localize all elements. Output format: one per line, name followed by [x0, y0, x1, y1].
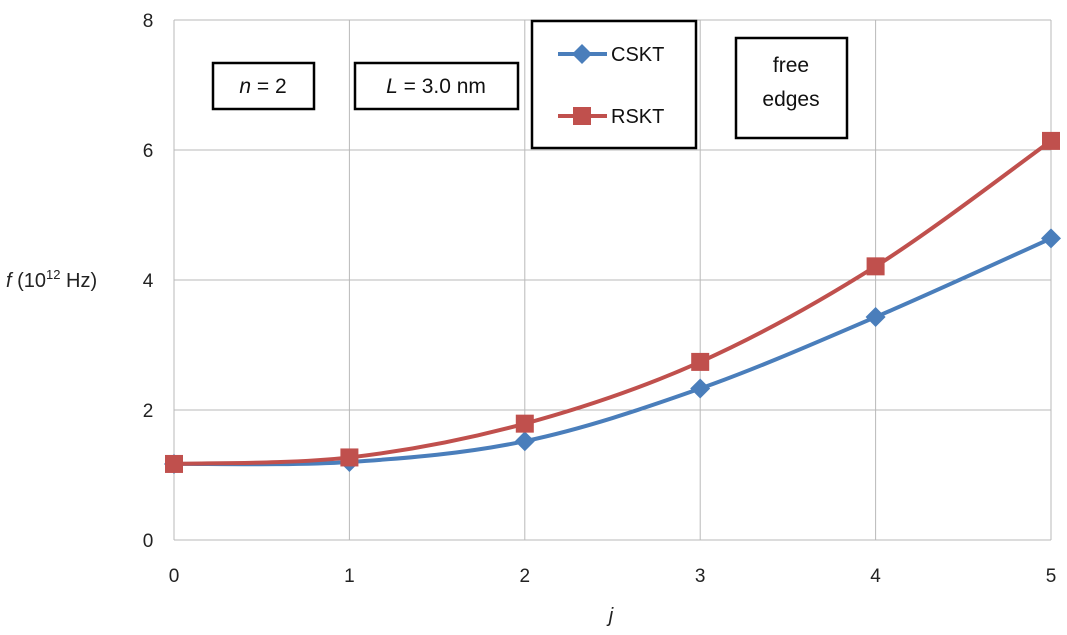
legend-label-cskt: CSKT: [611, 44, 664, 66]
y-tick-label: 6: [143, 141, 154, 162]
data-point-rskt: [165, 454, 183, 473]
annotation-length-box: [353, 61, 520, 111]
x-tick-label: 2: [520, 566, 531, 587]
annotation-n: n = 2: [211, 61, 316, 111]
x-tick-label: 1: [344, 566, 355, 587]
legend-box: [530, 19, 698, 150]
y-tick-label: 8: [143, 11, 154, 32]
data-point-cskt: [865, 307, 886, 328]
legend-label-rskt: RSKT: [611, 106, 664, 128]
y-tick-label: 4: [143, 271, 154, 292]
x-tick-label: 3: [695, 566, 706, 587]
x-tick-label: 5: [1046, 566, 1057, 587]
data-point-rskt: [691, 352, 710, 371]
annotation-edges: free edges: [734, 36, 849, 140]
data-point-cskt: [1041, 228, 1061, 249]
x-axis-title: j: [606, 605, 614, 627]
legend-marker-rskt: [573, 107, 591, 125]
data-point-rskt: [1042, 131, 1060, 150]
y-tick-label: 0: [143, 531, 154, 552]
data-point-rskt: [340, 448, 359, 467]
series-cskt: [164, 228, 1061, 474]
series-line-cskt: [173, 236, 1052, 467]
data-point-cskt: [514, 431, 535, 452]
annotation-n-box: [211, 61, 316, 111]
annotation-length-text: L = 3.0 nm: [386, 75, 486, 98]
data-point-rskt: [866, 257, 885, 276]
legend-marker-cskt: [572, 44, 592, 64]
series-line-rskt: [173, 139, 1053, 466]
series-rskt: [165, 131, 1060, 473]
data-point-cskt: [690, 378, 711, 399]
x-tick-label: 0: [169, 566, 180, 587]
annotation-n-text: n = 2: [239, 75, 286, 98]
y-tick-label: 2: [143, 401, 154, 422]
annotation-length: L = 3.0 nm: [353, 61, 520, 111]
annotation-edges-line1: free: [773, 54, 809, 77]
annotation-edges-box: [734, 36, 849, 140]
legend-item-rskt: RSKT: [558, 106, 664, 128]
tick-layer: 0 2 4 6 8 0 1 2 3 4 5: [143, 11, 1057, 587]
legend: CSKT RSKT: [530, 19, 698, 150]
data-point-rskt: [515, 414, 534, 433]
legend-item-cskt: CSKT: [558, 44, 664, 66]
series-layer: [164, 131, 1061, 474]
x-tick-label: 4: [870, 566, 881, 587]
annotation-edges-line2: edges: [762, 88, 819, 111]
y-axis-title: f (1012 Hz): [6, 267, 97, 292]
